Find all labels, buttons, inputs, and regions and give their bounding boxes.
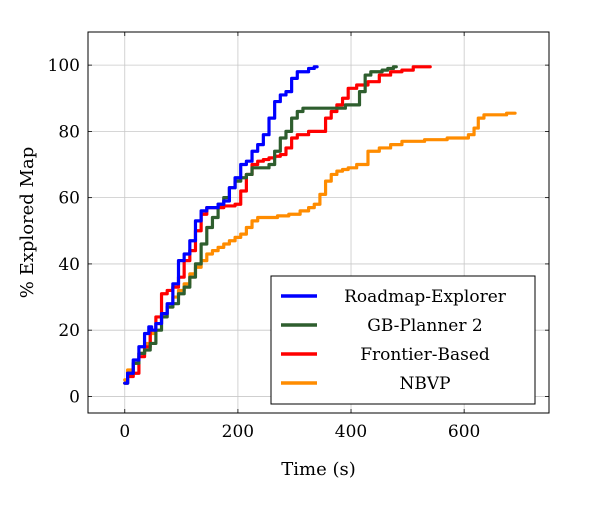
legend-label: Frontier-Based [360,345,490,365]
y-tick-label: 80 [58,122,80,142]
x-tick-label: 400 [335,422,367,442]
series-line-roadmap-explorer [123,65,319,385]
y-tick-label: 40 [58,255,80,275]
plot-area-frame [87,31,550,414]
x-tick-label: 0 [119,422,130,442]
legend-item-frontier-based: Frontier-Based [281,345,490,365]
legend-label: NBVP [399,374,450,394]
y-axis-label: % Explored Map [17,147,38,298]
y-tick-label: 0 [69,387,80,407]
x-tick-label: 600 [448,422,480,442]
series-line-frontier-based [123,65,432,385]
legend: Roadmap-Explorer GB-Planner 2 Frontier-Bas… [270,275,536,405]
legend-item-roadmap-explorer: Roadmap-Explorer [281,287,507,307]
legend-items: Roadmap-Explorer GB-Planner 2 Frontier-Bas… [281,287,507,394]
legend-item-nbvp: NBVP [281,374,451,394]
x-axis-label: Time (s) [281,459,356,480]
x-tick-label: 200 [222,422,254,442]
tick-layer: 0 200 400 600 0 20 40 60 80 100 [48,32,549,442]
y-tick-label: 20 [58,321,80,341]
y-tick-label: 100 [48,56,80,76]
legend-item-gb-planner-2: GB-Planner 2 [281,316,483,336]
series-layer [123,65,517,385]
legend-label: Roadmap-Explorer [344,287,507,307]
y-tick-label: 60 [58,189,80,209]
legend-label: GB-Planner 2 [367,316,482,336]
